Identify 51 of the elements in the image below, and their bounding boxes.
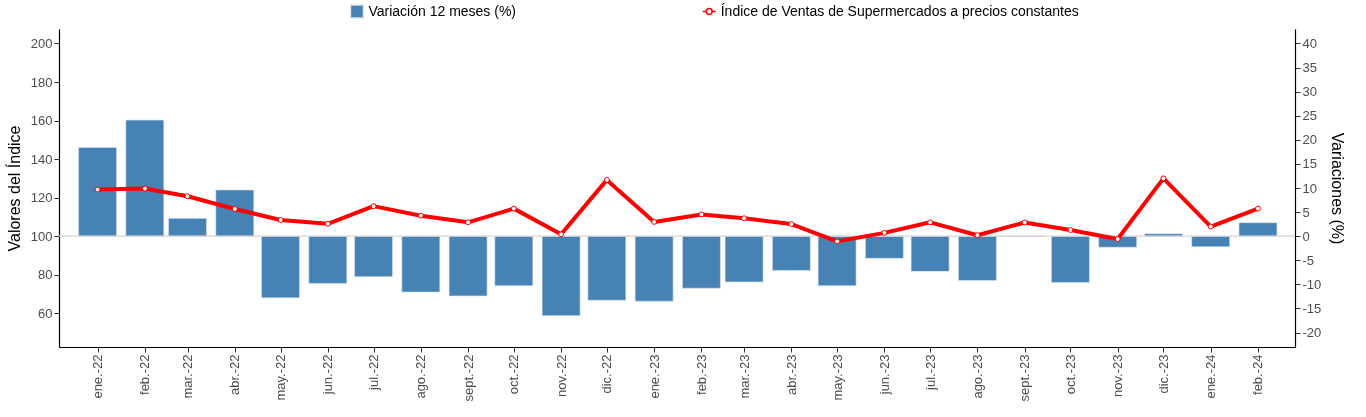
x-tick-label: jun.-22 (320, 354, 336, 396)
y2-tick-label: -5 (1302, 252, 1315, 268)
y2-tick-label: 40 (1302, 35, 1317, 51)
y2-tick-label: 35 (1302, 60, 1317, 76)
y2-tick-label: 0 (1302, 228, 1310, 244)
y-tick-label: 140 (30, 151, 53, 167)
x-tick-label: may.-23 (829, 354, 845, 401)
x-tick-label: feb.-24 (1250, 354, 1266, 395)
y-tick-label: 200 (30, 35, 53, 51)
y2-tick-label: -10 (1302, 276, 1322, 292)
y2-tick-label: 20 (1302, 132, 1317, 148)
y2-tick-label: -20 (1302, 325, 1322, 341)
x-tick-label: oct.-22 (506, 354, 522, 395)
x-tick-label: dic.-22 (599, 354, 615, 394)
x-tick-label: mar.-23 (736, 354, 752, 399)
y2-tick-label: 30 (1302, 84, 1317, 100)
x-tick-label: ene.-24 (1203, 354, 1219, 399)
x-tick-label: may.-22 (273, 354, 289, 401)
x-tick-label: abr.-22 (227, 354, 243, 395)
x-tick-label: feb.-22 (137, 354, 153, 395)
y-axis-title: Valores del Índice (4, 125, 23, 252)
y2-tick-label: 5 (1302, 204, 1310, 220)
legend-label: Índice de Ventas de Supermercados a precios constantes (720, 2, 1079, 19)
y2-tick-label: 10 (1302, 180, 1317, 196)
y2-tick-label: -15 (1302, 300, 1322, 316)
y-tick-label: 120 (30, 190, 53, 206)
x-tick-label: oct.-23 (1062, 354, 1078, 395)
y-tick-label: 60 (38, 305, 53, 321)
x-tick-label: jul.-23 (922, 354, 938, 391)
x-tick-label: ene.-23 (646, 354, 662, 399)
y-tick-label: 100 (30, 228, 53, 244)
y-tick-label: 160 (30, 113, 53, 129)
x-tick-label: sept.-22 (460, 354, 476, 402)
x-tick-label: dic.-23 (1155, 354, 1171, 394)
y2-tick-label: 15 (1302, 156, 1317, 172)
x-tick-label: ago.-22 (413, 354, 429, 399)
x-tick-label: ago.-23 (969, 354, 985, 399)
x-tick-label: feb.-23 (693, 354, 709, 395)
x-tick-label: jul.-22 (366, 354, 382, 391)
y-tick-label: 80 (38, 267, 53, 283)
x-tick-label: nov.-22 (553, 354, 569, 397)
x-tick-label: mar.-22 (180, 354, 196, 399)
x-tick-label: nov.-23 (1110, 354, 1126, 397)
y2-axis-title: Variaciones (%) (1329, 132, 1347, 245)
legend-label: Variación 12 meses (%) (368, 2, 517, 19)
x-tick-label: ene.-22 (90, 354, 106, 399)
y-tick-label: 180 (30, 74, 53, 90)
x-tick-label: jun.-23 (876, 354, 892, 396)
x-tick-label: sept.-23 (1017, 354, 1033, 402)
y2-tick-label: 25 (1302, 108, 1317, 124)
x-tick-label: abr.-23 (783, 354, 799, 395)
